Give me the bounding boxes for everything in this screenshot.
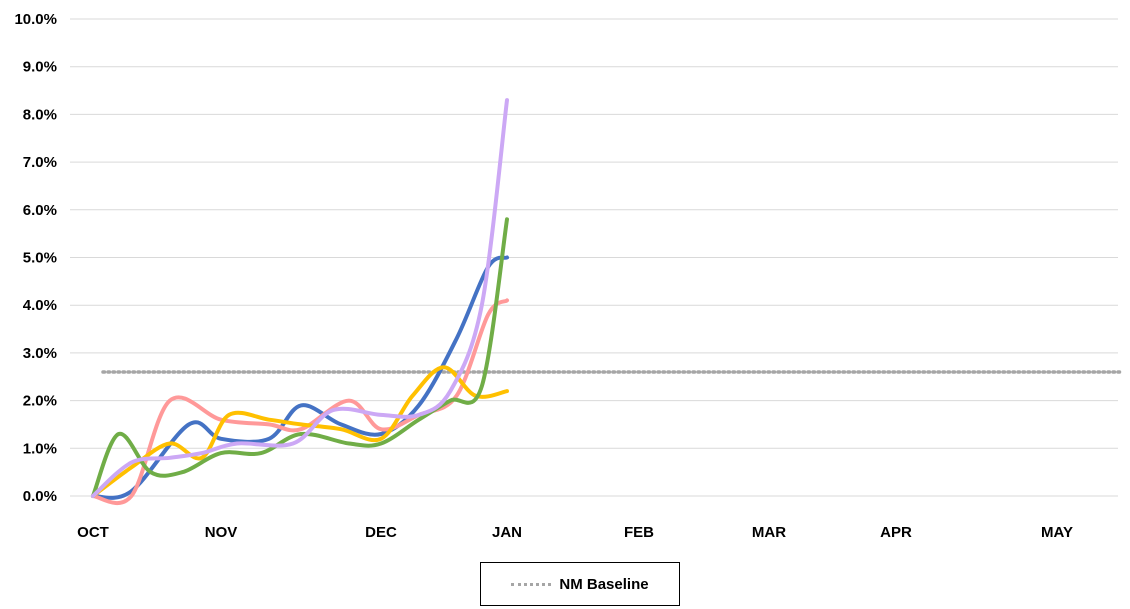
y-tick-label: 7.0% (23, 154, 57, 171)
x-tick-label: MAR (752, 524, 786, 541)
x-axis-tick-labels: OCT NOV DEC JAN FEB MAR APR MAY (77, 524, 1073, 541)
x-tick-label: OCT (77, 524, 109, 541)
x-tick-label: DEC (365, 524, 397, 541)
y-tick-label: 3.0% (23, 345, 57, 362)
x-tick-label: JAN (492, 524, 522, 541)
line-chart: 0.0% 1.0% 2.0% 3.0% 4.0% 5.0% 6.0% 7.0% 8.0% 9.0%… (14, 11, 1124, 541)
series-line-5 (91, 98, 509, 498)
y-tick-label: 5.0% (23, 250, 57, 267)
y-tick-label: 10.0% (14, 11, 57, 28)
y-tick-label: 2.0% (23, 393, 57, 410)
y-tick-label: 4.0% (23, 297, 57, 314)
y-tick-label: 6.0% (23, 202, 57, 219)
y-tick-label: 9.0% (23, 59, 57, 76)
y-tick-label: 1.0% (23, 440, 57, 457)
x-tick-label: MAY (1041, 524, 1073, 541)
x-tick-label: NOV (205, 524, 238, 541)
series-line-3 (91, 365, 509, 498)
y-axis-tick-labels: 0.0% 1.0% 2.0% 3.0% 4.0% 5.0% 6.0% 7.0% 8.0% 9.0%… (14, 11, 57, 505)
series-line-1 (91, 255, 509, 500)
series-layer (91, 98, 509, 505)
x-tick-label: FEB (624, 524, 654, 541)
legend-baseline-swatch (511, 582, 552, 586)
gridlines (70, 18, 1118, 497)
series-line-4 (91, 217, 509, 498)
y-tick-label: 8.0% (23, 106, 57, 123)
legend: NM Baseline (480, 562, 680, 606)
x-tick-label: APR (880, 524, 912, 541)
y-tick-label: 0.0% (23, 488, 57, 505)
legend-baseline-label: NM Baseline (559, 575, 649, 593)
